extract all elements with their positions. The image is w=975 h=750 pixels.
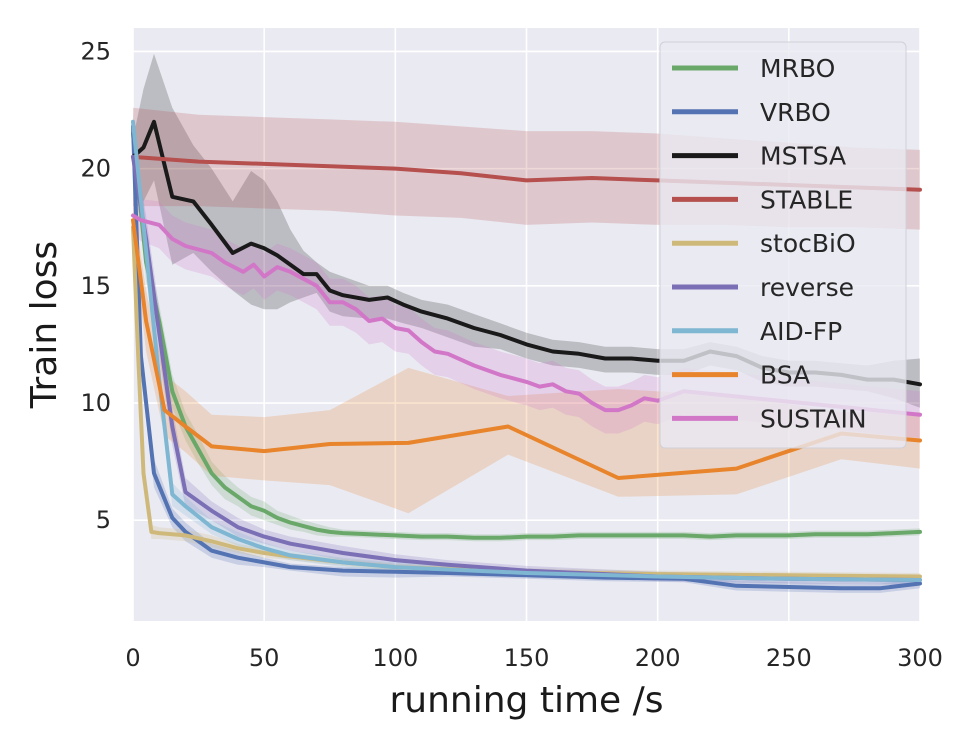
legend-label-stocbio: stocBiO [760, 229, 856, 258]
legend-label-reverse: reverse [760, 273, 854, 302]
y-axis-label: Train loss [24, 241, 65, 409]
legend-label-bsa: BSA [760, 361, 810, 390]
legend-label-vrbo: VRBO [760, 98, 831, 127]
legend: MRBO VRBO MSTSA STABLE stocBiO reverse AID-FP B… [659, 41, 907, 449]
y-tick-label-1: 10 [80, 389, 111, 417]
line-vrbo [131, 124, 922, 591]
band-vrbo [133, 117, 920, 593]
legend-label-aid-fp: AID-FP [760, 317, 842, 346]
y-tick-labels: 5 10 15 20 25 [80, 37, 111, 534]
legend-label-stable: STABLE [760, 185, 853, 214]
y-tick-label-3: 20 [80, 155, 111, 183]
line-sustain [131, 213, 922, 417]
line-bsa [131, 218, 922, 480]
y-tick-label-0: 5 [96, 506, 111, 534]
line-mrbo [131, 131, 922, 540]
legend-label-sustain: SUSTAIN [760, 404, 867, 433]
x-tick-label-6: 300 [897, 644, 943, 672]
x-tick-label-1: 50 [249, 644, 280, 672]
legend-box [659, 41, 907, 449]
y-tick-label-4: 25 [80, 37, 111, 65]
y-tick-label-2: 15 [80, 272, 111, 300]
x-tick-label-2: 100 [372, 644, 418, 672]
x-tick-label-5: 250 [766, 644, 812, 672]
x-tick-label-0: 0 [125, 644, 140, 672]
legend-label-mstsa: MSTSA [760, 142, 846, 171]
x-tick-label-3: 150 [504, 644, 550, 672]
x-tick-labels: 0 50 100 150 200 250 300 [125, 644, 943, 672]
x-tick-label-4: 200 [635, 644, 681, 672]
line-aid-fp [131, 119, 922, 582]
x-axis-label: running time /s [389, 680, 663, 721]
legend-label-mrbo: MRBO [760, 54, 835, 83]
